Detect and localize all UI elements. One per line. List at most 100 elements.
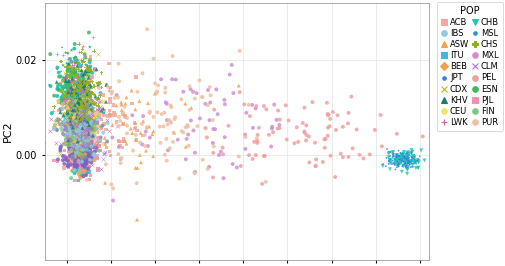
- CHS: [67, 115, 75, 119]
- ESN: [62, 90, 70, 94]
- LWK: [74, 104, 82, 109]
- MSL: [72, 85, 80, 89]
- GBR: [77, 118, 85, 123]
- ITU: [76, 160, 84, 164]
- ACB: [80, 105, 88, 109]
- LWK: [79, 77, 87, 82]
- MXL: [171, 77, 179, 82]
- ACB: [86, 101, 94, 105]
- CHB: [396, 161, 404, 165]
- FIN: [74, 127, 82, 131]
- PUR: [108, 89, 116, 94]
- BEB: [76, 173, 84, 177]
- YRI: [63, 76, 71, 81]
- IBS: [72, 135, 80, 140]
- CEU: [70, 129, 78, 133]
- JPT: [397, 158, 405, 163]
- PUR: [145, 111, 154, 115]
- GBR: [69, 143, 77, 147]
- MSL: [53, 67, 61, 71]
- PEL: [323, 134, 331, 138]
- GBR: [80, 129, 88, 133]
- MSL: [66, 69, 74, 73]
- IBS: [68, 122, 76, 126]
- KHV: [75, 96, 83, 101]
- PJL: [78, 142, 86, 147]
- PUR: [169, 140, 177, 144]
- JPT: [408, 165, 416, 169]
- CLM: [66, 88, 74, 93]
- CHS: [65, 102, 73, 107]
- BEB: [78, 150, 86, 155]
- MSL: [69, 118, 77, 122]
- ACB: [76, 118, 84, 123]
- ITU: [76, 145, 84, 149]
- MSL: [77, 99, 85, 103]
- KHV: [84, 76, 92, 80]
- GWD: [80, 101, 88, 105]
- MSL: [82, 83, 90, 87]
- GBR: [71, 127, 79, 131]
- JPT: [394, 161, 402, 166]
- JPT: [413, 157, 421, 161]
- PUR: [115, 115, 123, 119]
- YRI: [61, 78, 69, 82]
- BEB: [82, 162, 90, 167]
- PUR: [198, 95, 206, 99]
- YRI: [83, 101, 91, 105]
- GWD: [90, 67, 98, 71]
- MSL: [56, 106, 64, 111]
- BEB: [81, 155, 89, 159]
- ACB: [79, 136, 87, 140]
- PUR: [107, 182, 115, 186]
- ITU: [77, 164, 85, 168]
- STU: [73, 151, 81, 155]
- ACB: [99, 122, 108, 126]
- YRI: [76, 83, 84, 87]
- MXL: [275, 123, 283, 127]
- CEU: [76, 136, 84, 140]
- ACB: [93, 120, 101, 124]
- ESN: [61, 96, 69, 100]
- MSL: [85, 110, 93, 114]
- FIN: [75, 117, 83, 122]
- PEL: [284, 118, 292, 123]
- FIN: [85, 112, 93, 116]
- MSL: [74, 93, 82, 97]
- MSL: [80, 102, 88, 107]
- MSL: [84, 68, 92, 73]
- BEB: [76, 175, 84, 180]
- ITU: [76, 160, 84, 164]
- LWK: [76, 81, 84, 85]
- STU: [77, 162, 85, 167]
- FIN: [74, 150, 82, 154]
- GWD: [57, 95, 65, 100]
- LWK: [66, 80, 74, 84]
- ESN: [73, 90, 81, 94]
- GWD: [73, 98, 81, 102]
- YRI: [77, 68, 85, 73]
- TSI: [74, 123, 82, 128]
- CHS: [79, 110, 87, 114]
- MXL: [228, 162, 236, 166]
- GIH: [71, 165, 79, 169]
- PUR: [115, 79, 123, 83]
- IBS: [59, 107, 67, 111]
- CHS: [90, 84, 98, 88]
- KHV: [85, 123, 93, 127]
- STU: [71, 147, 79, 151]
- ESN: [70, 97, 78, 101]
- FIN: [80, 111, 88, 116]
- KHV: [67, 122, 75, 126]
- ITU: [83, 170, 91, 174]
- TSI: [77, 127, 85, 132]
- ACB: [40, 141, 48, 146]
- MXL: [115, 145, 123, 149]
- BEB: [76, 142, 84, 146]
- CEU: [74, 119, 82, 124]
- CHS: [72, 74, 80, 78]
- GIH: [71, 151, 79, 156]
- STU: [80, 156, 88, 160]
- GIH: [71, 156, 79, 160]
- GWD: [77, 73, 85, 77]
